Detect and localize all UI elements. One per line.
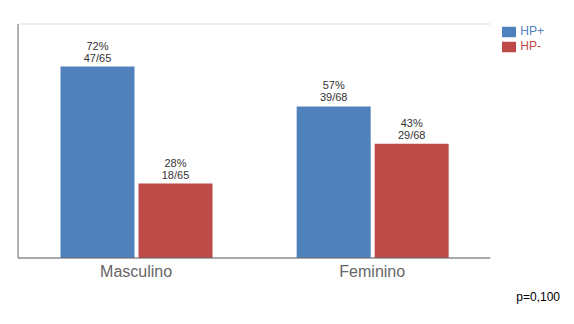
svg-text:Masculino: Masculino [100,263,172,280]
html-text:p=0,100: p=0,100 [516,290,560,304]
svg-text:28%18/65: 28%18/65 [162,157,190,181]
svg-text:Feminino: Feminino [339,263,405,280]
html-text:HP+: HP+ [520,24,544,38]
svg-text:57%39/68: 57%39/68 [320,79,348,103]
html-text:HP-: HP- [520,38,541,53]
svg-text:43%29/68: 43%29/68 [398,117,426,141]
svg-text:72%47/65: 72%47/65 [84,40,112,64]
